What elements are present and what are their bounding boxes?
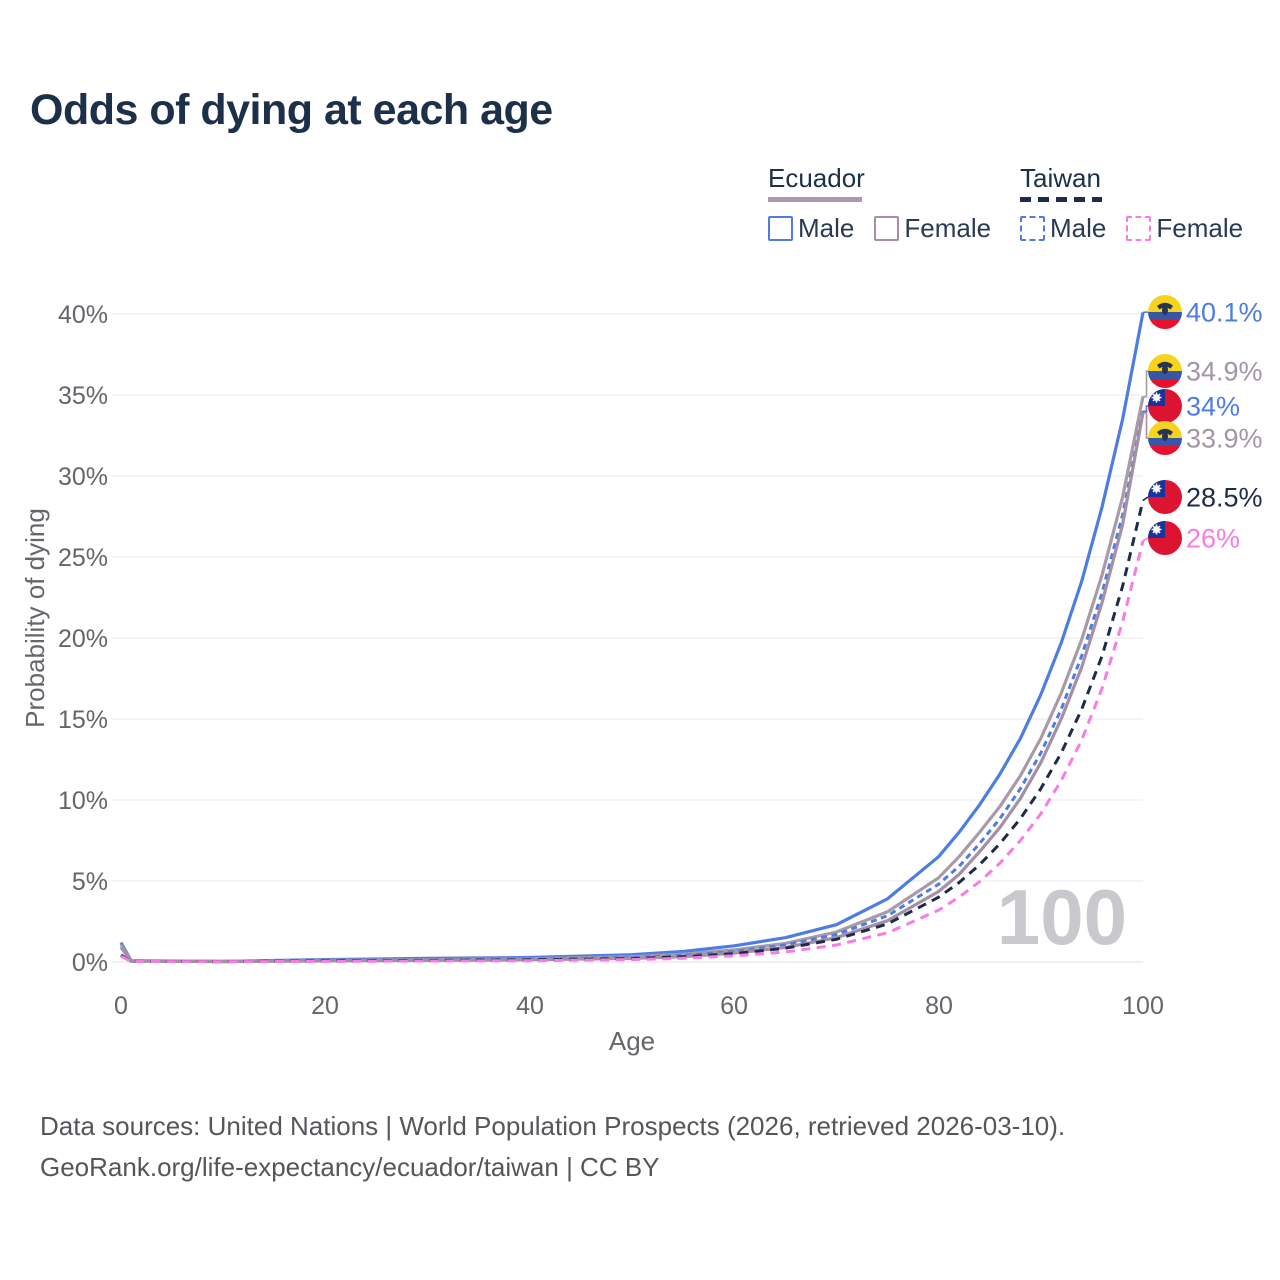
curve-ecuador-female xyxy=(119,412,1145,964)
legend-country-ecuador[interactable]: Ecuador xyxy=(768,163,865,193)
legend-group-taiwan: Taiwan Male Female xyxy=(1020,163,1243,244)
label-connector-ecuador-female xyxy=(1143,412,1149,439)
ecuador-flag-icon xyxy=(1148,354,1182,388)
y-tick: 15% xyxy=(58,706,108,734)
curve-ecuador-male xyxy=(119,312,1145,964)
y-tick: 25% xyxy=(58,544,108,572)
legend-label: Female xyxy=(904,213,992,243)
x-tick: 80 xyxy=(925,992,953,1020)
legend-item-ecuador-female[interactable]: Female xyxy=(874,213,991,244)
legend-underline-ecuador xyxy=(768,197,862,202)
end-value-label-ecuador-both: 34.9% xyxy=(1186,357,1263,387)
taiwan-male-swatch-icon xyxy=(1020,216,1045,241)
label-connector-taiwan-female xyxy=(1142,537,1149,542)
x-axis: 0 20 40 60 80 100 Age xyxy=(114,992,1164,1056)
taiwan-flag-icon xyxy=(1148,480,1182,514)
ecuador-female-swatch-icon xyxy=(874,216,900,241)
x-tick: 60 xyxy=(720,992,748,1020)
page-title: Odds of dying at each age xyxy=(30,86,553,134)
ecuador-flag-icon xyxy=(1148,421,1182,455)
y-tick: 10% xyxy=(58,787,108,815)
end-value-label-taiwan-female: 26% xyxy=(1186,524,1240,554)
curve-taiwan-both xyxy=(120,499,1145,964)
y-tick: 30% xyxy=(58,463,108,491)
hover-age-watermark: 100 xyxy=(997,873,1127,961)
end-value-label-ecuador-male: 40.1% xyxy=(1186,298,1263,328)
taiwan-flag-icon xyxy=(1148,521,1182,555)
end-value-label-ecuador-female: 33.9% xyxy=(1186,424,1263,454)
end-value-label-taiwan-male: 34% xyxy=(1186,392,1240,422)
x-tick: 0 xyxy=(114,992,128,1020)
data-source-line: Data sources: United Nations | World Pop… xyxy=(40,1111,1066,1141)
y-tick: 20% xyxy=(58,625,108,653)
legend-group-ecuador: Ecuador Male Female xyxy=(768,163,991,244)
label-connector-taiwan-both xyxy=(1142,496,1149,501)
y-tick: 5% xyxy=(72,868,108,896)
curve-taiwan-male xyxy=(120,410,1145,963)
legend-label: Female xyxy=(1156,213,1244,243)
y-tick: 0% xyxy=(72,949,108,977)
ecuador-male-swatch-icon xyxy=(768,216,793,241)
attribution-line: GeoRank.org/life-expectancy/ecuador/taiw… xyxy=(40,1152,660,1182)
ecuador-flag-icon xyxy=(1148,295,1182,329)
x-tick: 100 xyxy=(1122,992,1164,1020)
curve-ecuador-both xyxy=(119,396,1145,964)
label-connectors xyxy=(1142,311,1149,542)
legend-underline-taiwan xyxy=(1020,197,1102,202)
legend-label: Male xyxy=(798,213,855,243)
legend-item-taiwan-female[interactable]: Female xyxy=(1126,213,1243,244)
label-connector-ecuador-both xyxy=(1143,370,1149,398)
legend-item-ecuador-male[interactable]: Male xyxy=(768,213,854,244)
label-connector-taiwan-male xyxy=(1143,405,1149,412)
curves xyxy=(119,312,1145,964)
source-footer: Data sources: United Nations | World Pop… xyxy=(40,1106,1065,1188)
gridlines xyxy=(112,313,1143,963)
end-value-label-taiwan-both: 28.5% xyxy=(1186,483,1263,513)
curve-taiwan-female xyxy=(120,540,1145,964)
legend-country-taiwan[interactable]: Taiwan xyxy=(1020,163,1101,193)
y-axis: 0% 5% 10% 15% 20% 25% 30% 35% 40% Probab… xyxy=(20,301,108,977)
x-tick: 40 xyxy=(516,992,544,1020)
legend-label: Male xyxy=(1050,213,1107,243)
y-tick: 35% xyxy=(58,382,108,410)
taiwan-flag-icon xyxy=(1148,389,1182,423)
end-labels: 40.1% 34.9% 34%33.9% 28.5% 26% xyxy=(1148,295,1263,555)
x-tick: 20 xyxy=(311,992,339,1020)
x-axis-title: Age xyxy=(609,1026,655,1056)
taiwan-female-swatch-icon xyxy=(1126,216,1152,241)
y-axis-title: Probability of dying xyxy=(20,508,50,728)
legend-item-taiwan-male[interactable]: Male xyxy=(1020,213,1106,244)
y-tick: 40% xyxy=(58,301,108,329)
